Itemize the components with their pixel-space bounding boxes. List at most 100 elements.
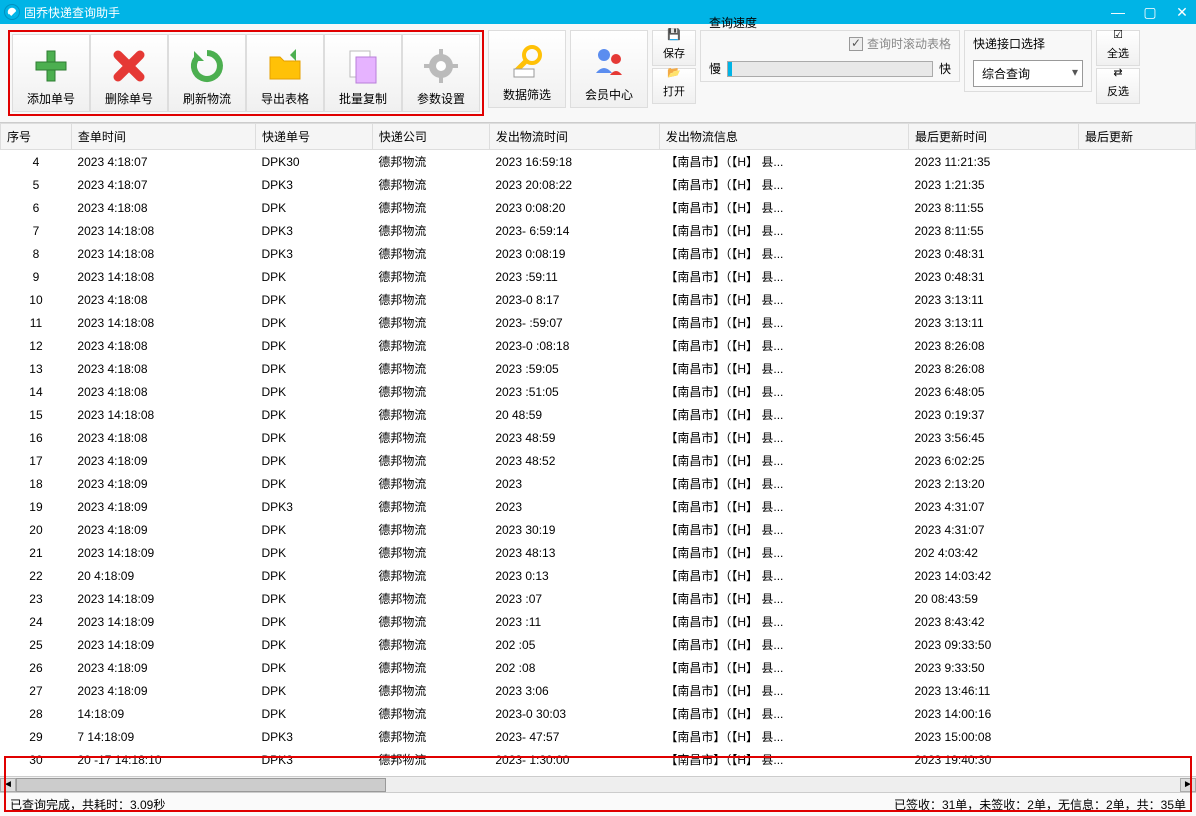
table-cell: 【南昌市】（【H】 县... bbox=[659, 334, 908, 357]
table-cell: DPK bbox=[256, 334, 373, 357]
table-cell: 2023 2:13:20 bbox=[909, 472, 1079, 495]
table-cell: 德邦物流 bbox=[372, 219, 489, 242]
table-cell: 19 bbox=[1, 495, 72, 518]
column-header[interactable]: 快递单号 bbox=[256, 124, 373, 150]
select-all-button[interactable]: ☑ 全选 bbox=[1096, 30, 1140, 66]
table-cell: 【南昌市】（【H】 县... bbox=[659, 633, 908, 656]
refresh-icon bbox=[187, 46, 227, 86]
table-cell: 【南昌市】（【H】 县... bbox=[659, 265, 908, 288]
table-row[interactable]: 192023 4:18:09DPK3德邦物流2023 【南昌市】（【H】 县..… bbox=[1, 495, 1196, 518]
table-cell: 【南昌市】（【H】 县... bbox=[659, 150, 908, 174]
table-cell: DPK bbox=[256, 633, 373, 656]
close-button[interactable]: ✕ bbox=[1172, 4, 1192, 21]
settings-button[interactable]: 参数设置 bbox=[402, 34, 480, 112]
column-header[interactable]: 快递公司 bbox=[372, 124, 489, 150]
scroll-left-arrow[interactable]: ◄ bbox=[0, 778, 16, 792]
table-cell: 2023- 1:30:00 bbox=[489, 748, 659, 771]
column-header[interactable]: 最后更新时间 bbox=[909, 124, 1079, 150]
table-cell: 21 bbox=[1, 541, 72, 564]
table-row[interactable]: 102023 4:18:08DPK德邦物流2023-0 8:17【南昌市】（【H… bbox=[1, 288, 1196, 311]
member-button[interactable]: 会员中心 bbox=[570, 30, 648, 108]
table-cell: 2023 8:26:08 bbox=[909, 357, 1079, 380]
table-row[interactable]: 262023 4:18:09DPK德邦物流202 :08【南昌市】（【H】 县.… bbox=[1, 656, 1196, 679]
table-row[interactable]: 112023 14:18:08DPK德邦物流2023- :59:07【南昌市】（… bbox=[1, 311, 1196, 334]
table-cell: 8 bbox=[1, 242, 72, 265]
column-header[interactable]: 最后更新 bbox=[1079, 124, 1196, 150]
table-cell: DPK bbox=[256, 196, 373, 219]
column-header[interactable]: 发出物流信息 bbox=[659, 124, 908, 150]
maximize-button[interactable]: ▢ bbox=[1140, 4, 1160, 21]
table-cell: 德邦物流 bbox=[372, 403, 489, 426]
table-row[interactable]: 152023 14:18:08DPK德邦物流20 48:59【南昌市】（【H】 … bbox=[1, 403, 1196, 426]
table-cell: 【南昌市】（【H】 县... bbox=[659, 357, 908, 380]
table-cell: 2023 13:46:11 bbox=[909, 679, 1079, 702]
table-cell: 2023 14:03:42 bbox=[909, 564, 1079, 587]
table-row[interactable]: 142023 4:18:08DPK德邦物流2023 :51:05【南昌市】（【H… bbox=[1, 380, 1196, 403]
open-button[interactable]: 📂 打开 bbox=[652, 68, 696, 104]
table-cell: 2023 14:00:16 bbox=[909, 702, 1079, 725]
batch-copy-button[interactable]: 批量复制 bbox=[324, 34, 402, 112]
table-cell bbox=[1079, 219, 1196, 242]
table-row[interactable]: 212023 14:18:09DPK德邦物流2023 48:13【南昌市】（【H… bbox=[1, 541, 1196, 564]
table-row[interactable]: 42023 4:18:07DPK30德邦物流2023 16:59:18【南昌市】… bbox=[1, 150, 1196, 174]
table-row[interactable]: 182023 4:18:09DPK德邦物流2023 【南昌市】（【H】 县...… bbox=[1, 472, 1196, 495]
scroll-right-arrow[interactable]: ► bbox=[1180, 778, 1196, 792]
table-row[interactable]: 232023 14:18:09DPK德邦物流2023 :07【南昌市】（【H】 … bbox=[1, 587, 1196, 610]
table-row[interactable]: 202023 4:18:09DPK德邦物流2023 30:19【南昌市】（【H】… bbox=[1, 518, 1196, 541]
table-cell: 德邦物流 bbox=[372, 150, 489, 174]
table-cell: 德邦物流 bbox=[372, 518, 489, 541]
save-button[interactable]: 💾 保存 bbox=[652, 30, 696, 66]
table-row[interactable]: 162023 4:18:08DPK德邦物流2023 48:59【南昌市】（【H】… bbox=[1, 426, 1196, 449]
select-all-icon: ☑ bbox=[1109, 28, 1127, 41]
table-row[interactable]: 62023 4:18:08DPK德邦物流2023 0:08:20【南昌市】（【H… bbox=[1, 196, 1196, 219]
table-cell: 17 bbox=[1, 449, 72, 472]
scroll-track[interactable] bbox=[16, 778, 1180, 792]
table-cell: 2023- :59:07 bbox=[489, 311, 659, 334]
table-cell: DPK bbox=[256, 288, 373, 311]
table-row[interactable]: 252023 14:18:09DPK德邦物流202 :05【南昌市】（【H】 县… bbox=[1, 633, 1196, 656]
table-row[interactable]: 28 14:18:09DPK德邦物流2023-0 30:03【南昌市】（【H】 … bbox=[1, 702, 1196, 725]
scroll-checkbox[interactable] bbox=[849, 37, 863, 51]
table-row[interactable]: 172023 4:18:09DPK德邦物流2023 48:52【南昌市】（【H】… bbox=[1, 449, 1196, 472]
table-cell: 16 bbox=[1, 426, 72, 449]
column-header[interactable]: 序号 bbox=[1, 124, 72, 150]
filter-button[interactable]: 数据筛选 bbox=[488, 30, 566, 108]
table-row[interactable]: 29 7 14:18:09DPK3德邦物流2023- 47:57【南昌市】（【H… bbox=[1, 725, 1196, 748]
speed-slider[interactable] bbox=[727, 61, 933, 77]
table-cell: 【南昌市】（【H】 县... bbox=[659, 495, 908, 518]
table-cell: 13 bbox=[1, 357, 72, 380]
table-cell: 26 bbox=[1, 656, 72, 679]
table-cell: DPK bbox=[256, 311, 373, 334]
interface-dropdown[interactable]: 综合查询 bbox=[973, 60, 1083, 87]
table-row[interactable]: 92023 14:18:08DPK德邦物流2023 :59:11【南昌市】（【H… bbox=[1, 265, 1196, 288]
table-cell: 7 14:18:09 bbox=[71, 725, 255, 748]
table-row[interactable]: 272023 4:18:09DPK德邦物流2023 3:06【南昌市】（【H】 … bbox=[1, 679, 1196, 702]
table-cell: 2023 3:06 bbox=[489, 679, 659, 702]
table-row[interactable]: 132023 4:18:08DPK德邦物流2023 :59:05【南昌市】（【H… bbox=[1, 357, 1196, 380]
table-cell: DPK bbox=[256, 472, 373, 495]
refresh-button[interactable]: 刷新物流 bbox=[168, 34, 246, 112]
table-cell bbox=[1079, 656, 1196, 679]
table-cell: DPK bbox=[256, 702, 373, 725]
invert-button[interactable]: ⇄ 反选 bbox=[1096, 68, 1140, 104]
table-cell: 2023 0:08:20 bbox=[489, 196, 659, 219]
table-row[interactable]: 52023 4:18:07DPK3德邦物流2023 20:08:22【南昌市】（… bbox=[1, 173, 1196, 196]
table-row[interactable]: 82023 14:18:08DPK3德邦物流2023 0:08:19【南昌市】（… bbox=[1, 242, 1196, 265]
table-cell: DPK bbox=[256, 357, 373, 380]
add-button[interactable]: 添加单号 bbox=[12, 34, 90, 112]
table-row[interactable]: 242023 14:18:09DPK德邦物流2023 :11【南昌市】（【H】 … bbox=[1, 610, 1196, 633]
column-header[interactable]: 发出物流时间 bbox=[489, 124, 659, 150]
delete-button[interactable]: 删除单号 bbox=[90, 34, 168, 112]
table-cell: 【南昌市】（【H】 县... bbox=[659, 426, 908, 449]
table-row[interactable]: 2220 4:18:09DPK德邦物流2023 0:13【南昌市】（【H】 县.… bbox=[1, 564, 1196, 587]
table-row[interactable]: 72023 14:18:08DPK3德邦物流2023- 6:59:14【南昌市】… bbox=[1, 219, 1196, 242]
table-cell: 2023 0:48:31 bbox=[909, 265, 1079, 288]
table-row[interactable]: 3020 -17 14:18:10DPK3德邦物流2023- 1:30:00【南… bbox=[1, 748, 1196, 771]
horizontal-scrollbar[interactable]: ◄ ► bbox=[0, 776, 1196, 792]
minimize-button[interactable]: — bbox=[1108, 4, 1128, 21]
table-cell: 24 bbox=[1, 610, 72, 633]
column-header[interactable]: 查单时间 bbox=[71, 124, 255, 150]
export-button[interactable]: 导出表格 bbox=[246, 34, 324, 112]
scroll-thumb[interactable] bbox=[16, 778, 386, 792]
table-row[interactable]: 122023 4:18:08DPK德邦物流2023-0 :08:18【南昌市】（… bbox=[1, 334, 1196, 357]
